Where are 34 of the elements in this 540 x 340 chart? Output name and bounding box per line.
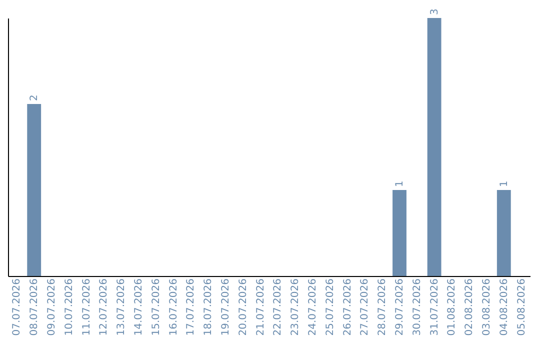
x-tick-label: 23.07.2026 (290, 278, 302, 336)
x-tick-label: 14.07.2026 (134, 278, 144, 336)
x-tick-label: 09.07.2026 (46, 278, 58, 336)
x-tick-label: 01.08.2026 (446, 278, 458, 336)
x-tick-label: 04.08.2026 (498, 278, 510, 336)
x-tick-label: 13.07.2026 (116, 278, 128, 336)
x-tick-label: 15.07.2026 (150, 278, 162, 336)
x-tick-label: 17.07.2026 (186, 278, 197, 336)
x-tick-label: 27.07.2026 (360, 278, 371, 336)
x-tick-label: 20.07.2026 (238, 278, 249, 336)
x-tick-label: 21.07.2026 (255, 278, 266, 336)
x-tick-label: 08.07.2026 (29, 278, 40, 336)
x-tick-label: 16.07.2026 (168, 278, 180, 336)
x-tick-label: 12.07.2026 (98, 278, 110, 336)
x-tick-label: 30.07.2026 (412, 278, 423, 336)
x-tick-label: 11.07.2026 (81, 278, 92, 336)
x-tick-label: 19.07.2026 (220, 278, 232, 336)
x-tick-label: 29.07.2026 (394, 278, 406, 336)
x-tick-label: 25.07.2026 (324, 278, 336, 336)
x-tick-label: 07.07.2026 (12, 278, 23, 336)
x-tick-label: 05.08.2026 (516, 278, 528, 336)
x-tick-label: 26.07.2026 (342, 278, 354, 336)
x-tick-label: 18.07.2026 (203, 278, 214, 336)
x-tick-label: 10.07.2026 (64, 278, 75, 336)
data-label: 1 (498, 180, 510, 187)
data-label: 3 (429, 8, 440, 15)
x-tick-label: 28.07.2026 (377, 278, 388, 336)
x-tick-label: 24.07.2026 (308, 278, 318, 336)
x-tick-label: 03.08.2026 (482, 278, 492, 336)
x-tick-label: 22.07.2026 (272, 278, 284, 336)
data-label: 1 (394, 180, 406, 187)
x-tick-label: 02.08.2026 (464, 278, 476, 336)
data-label: 2 (29, 94, 40, 101)
x-tick-label: 31.07.2026 (429, 278, 440, 336)
